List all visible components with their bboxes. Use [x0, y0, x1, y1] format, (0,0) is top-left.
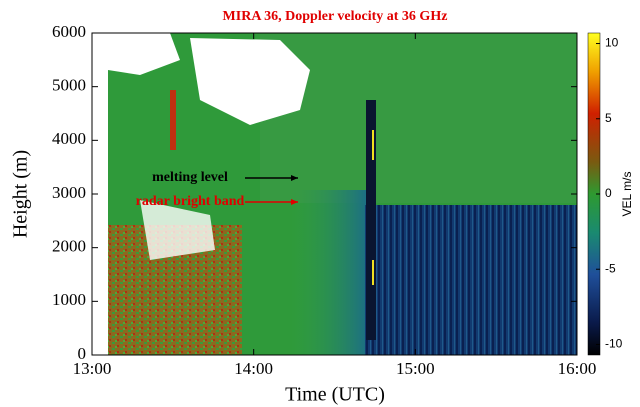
annotation: melting level [152, 170, 228, 185]
colorbar-tick-label: 10 [605, 36, 619, 50]
colorbar-tick-label: -10 [605, 337, 623, 351]
y-tick-label: 4000 [52, 129, 86, 148]
y-tick-label: 2000 [52, 237, 86, 256]
y-axis-label: Height (m) [10, 150, 32, 238]
y-tick-label: 1000 [52, 290, 86, 309]
x-tick-label: 15:00 [396, 359, 435, 378]
velocity-field [92, 33, 577, 355]
x-tick-label: 13:00 [73, 359, 112, 378]
x-tick-label: 16:00 [558, 359, 597, 378]
y-tick-label: 6000 [52, 22, 86, 41]
colorbar-tick-label: -5 [605, 261, 616, 275]
y-tick-label: 5000 [52, 76, 86, 95]
colorbar-tick-label: 5 [605, 111, 612, 125]
y-tick-label: 3000 [52, 183, 86, 202]
annotation-arrowhead [291, 199, 298, 205]
x-tick-label: 14:00 [234, 359, 273, 378]
y-tick-label: 0 [78, 344, 87, 363]
annotation: radar bright band [136, 194, 245, 209]
colorbar-label: VEL m/s [620, 172, 634, 217]
chart-title: MIRA 36, Doppler velocity at 36 GHz [223, 9, 448, 24]
x-axis-label: Time (UTC) [285, 384, 385, 406]
annotation-arrowhead [291, 175, 298, 181]
colorbar-tick-label: 0 [605, 186, 612, 200]
